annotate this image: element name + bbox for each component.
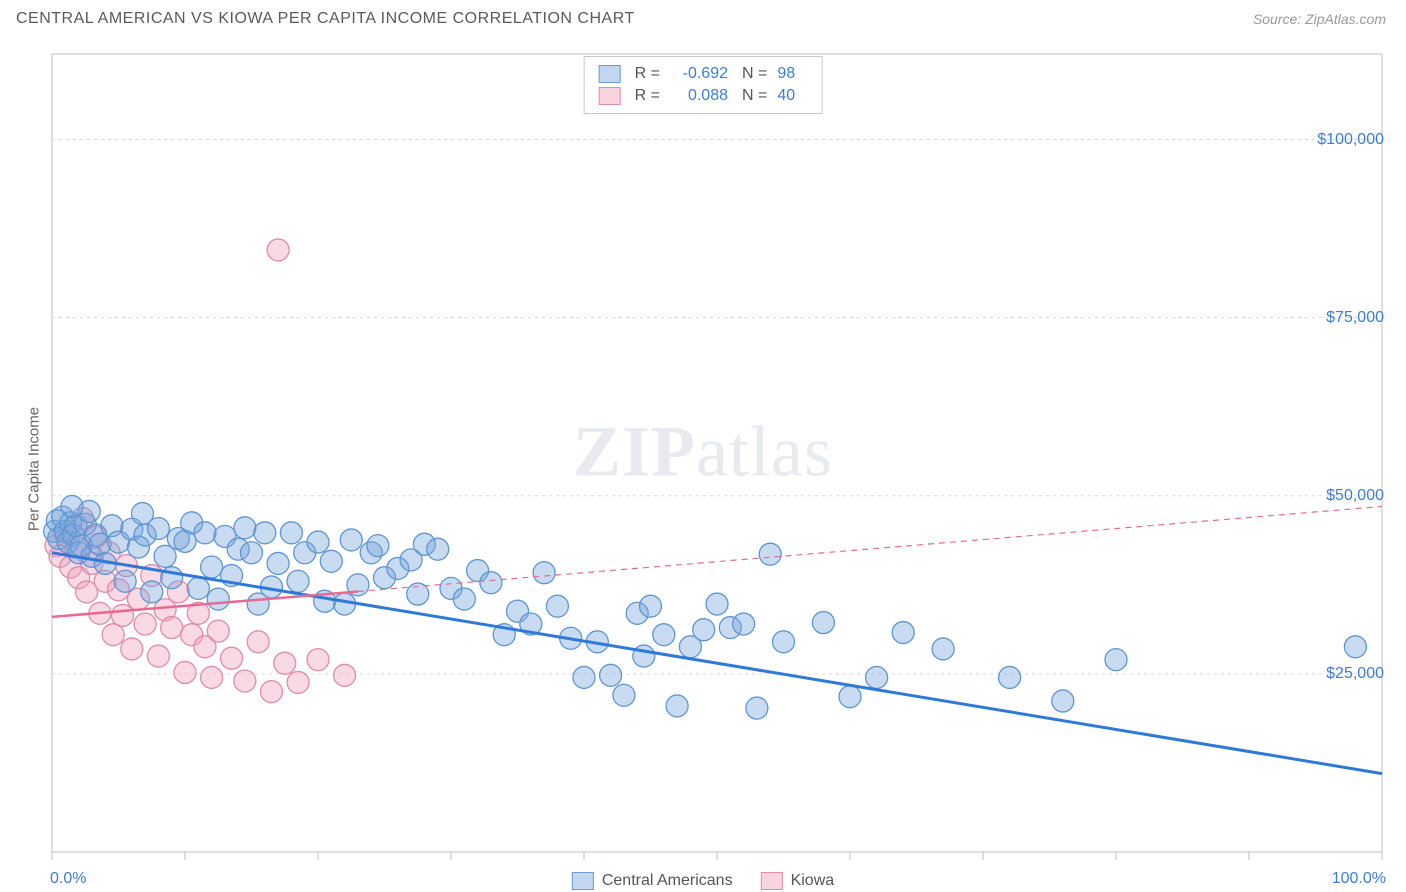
r-value: -0.692 (670, 65, 728, 83)
y-tick-label: $25,000 (1326, 665, 1384, 683)
n-value: 98 (777, 65, 807, 83)
y-tick-label: $50,000 (1326, 487, 1384, 505)
n-value: 40 (777, 87, 807, 105)
legend-swatch (599, 87, 621, 105)
legend-swatch (572, 872, 594, 890)
x-axis-min-label: 0.0% (50, 870, 86, 888)
chart-title: CENTRAL AMERICAN VS KIOWA PER CAPITA INC… (16, 10, 635, 28)
legend-item: Kiowa (761, 872, 835, 890)
r-label: R = (635, 65, 660, 83)
y-axis-label: Per Capita Income (26, 407, 43, 531)
legend-swatch (761, 872, 783, 890)
legend-item: Central Americans (572, 872, 733, 890)
legend-label: Kiowa (791, 872, 835, 890)
n-label: N = (742, 87, 767, 105)
stats-row: R = 0.088 N = 40 (599, 85, 808, 107)
y-tick-label: $100,000 (1317, 131, 1384, 149)
legend-label: Central Americans (602, 872, 733, 890)
r-value: 0.088 (670, 87, 728, 105)
legend-swatch (599, 65, 621, 83)
source-attribution: Source: ZipAtlas.com (1253, 11, 1386, 27)
y-tick-label: $75,000 (1326, 309, 1384, 327)
chart-container: Per Capita Income ZIPatlas R =-0.692N =9… (16, 46, 1390, 892)
x-axis-max-label: 100.0% (1332, 870, 1386, 888)
stats-box: R = -0.692 N = 98 R = 0.088 N = 40 (584, 56, 823, 114)
title-bar: CENTRAL AMERICAN VS KIOWA PER CAPITA INC… (0, 0, 1406, 36)
n-label: N = (742, 65, 767, 83)
stats-row: R = -0.692 N = 98 (599, 63, 808, 85)
bottom-legend: Central Americans Kiowa (572, 872, 834, 890)
r-label: R = (635, 87, 660, 105)
scatter-plot (16, 46, 1390, 892)
